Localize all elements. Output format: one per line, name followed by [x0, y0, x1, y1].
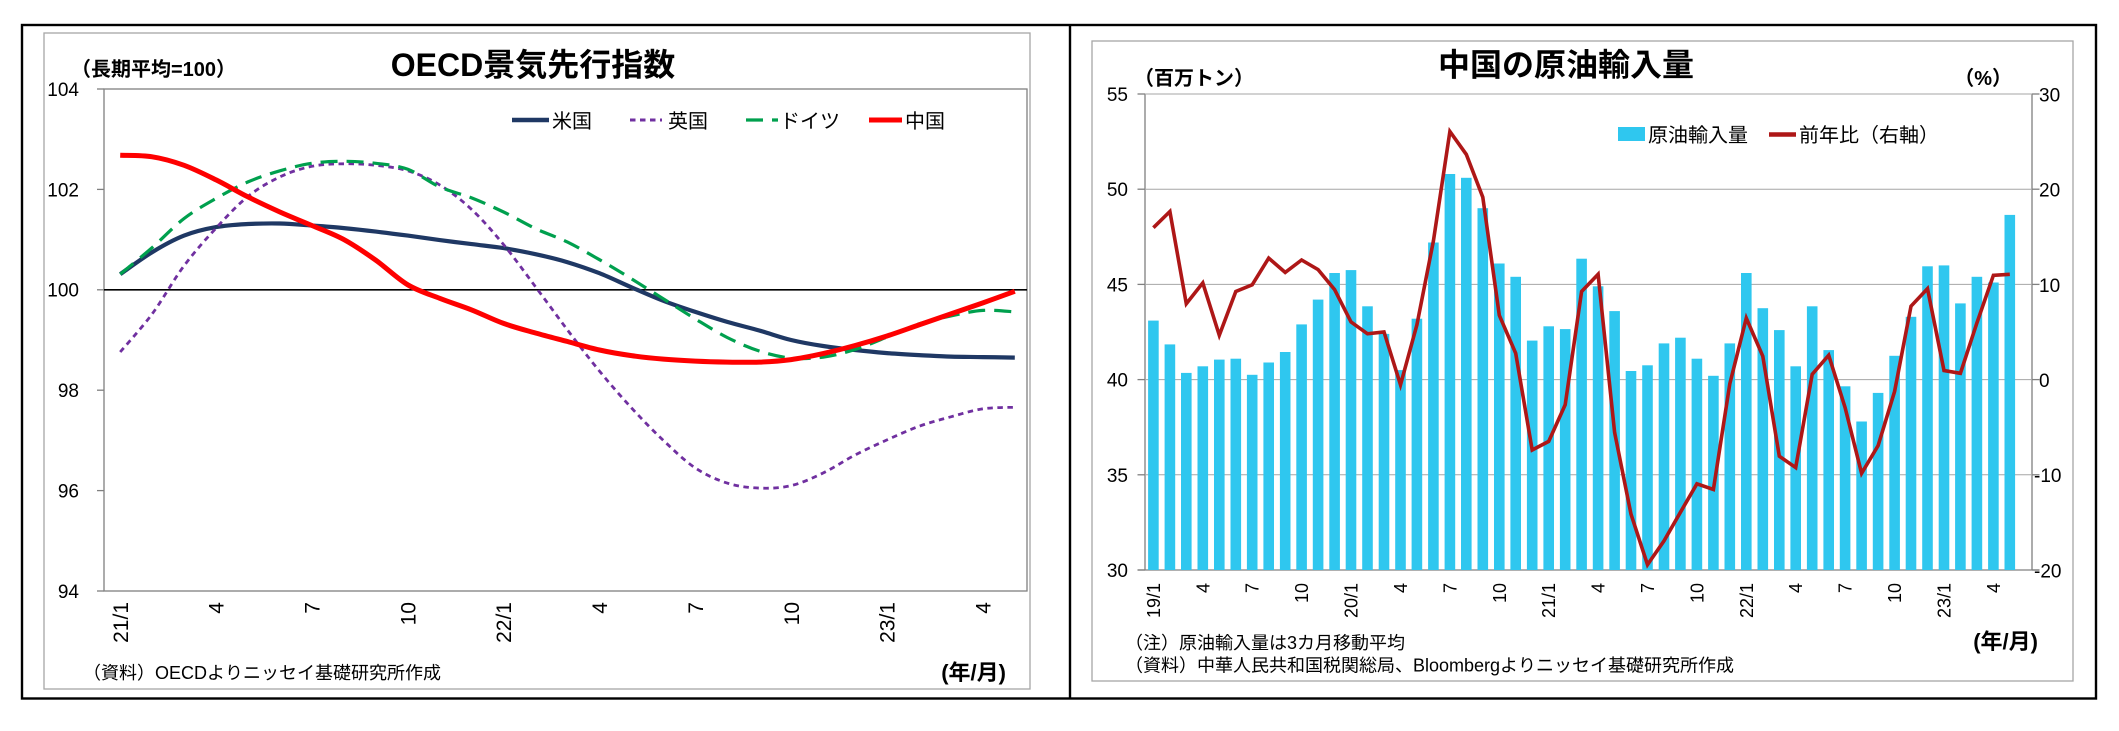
svg-text:30: 30 — [2039, 85, 2060, 106]
svg-text:7: 7 — [302, 602, 325, 614]
svg-text:30: 30 — [1107, 561, 1128, 582]
svg-text:20/1: 20/1 — [1342, 583, 1362, 618]
svg-text:55: 55 — [1107, 85, 1128, 106]
svg-text:（資料）OECDよりニッセイ基礎研究所作成: （資料）OECDよりニッセイ基礎研究所作成 — [83, 663, 441, 683]
svg-text:（注）原油輸入量は3カ月移動平均: （注）原油輸入量は3カ月移動平均 — [1125, 633, 1405, 653]
svg-text:（百万トン）: （百万トン） — [1134, 67, 1254, 90]
svg-text:4: 4 — [1391, 583, 1411, 593]
svg-text:4: 4 — [973, 602, 996, 614]
svg-text:英国: 英国 — [668, 111, 708, 133]
svg-text:前年比（右軸）: 前年比（右軸） — [1799, 124, 1939, 147]
svg-text:-10: -10 — [2034, 466, 2061, 487]
svg-text:（%）: （%） — [1954, 67, 2012, 90]
svg-text:21/1: 21/1 — [1539, 583, 1559, 618]
svg-text:7: 7 — [1243, 583, 1263, 593]
svg-text:10: 10 — [1687, 583, 1707, 603]
svg-text:96: 96 — [58, 482, 79, 503]
svg-text:OECD景気先行指数: OECD景気先行指数 — [391, 47, 675, 83]
svg-text:22/1: 22/1 — [493, 602, 516, 643]
svg-text:50: 50 — [1107, 180, 1128, 201]
svg-text:4: 4 — [1193, 583, 1213, 593]
svg-text:7: 7 — [685, 602, 708, 614]
svg-text:ドイツ: ドイツ — [780, 111, 840, 133]
svg-text:35: 35 — [1107, 466, 1128, 487]
svg-text:10: 10 — [1490, 583, 1510, 603]
svg-text:45: 45 — [1107, 275, 1128, 296]
svg-text:22/1: 22/1 — [1737, 583, 1757, 618]
svg-text:20: 20 — [2039, 181, 2060, 202]
svg-text:10: 10 — [397, 602, 420, 625]
svg-text:102: 102 — [47, 180, 79, 201]
svg-text:4: 4 — [206, 602, 229, 614]
svg-text:10: 10 — [2039, 276, 2060, 297]
svg-text:40: 40 — [1107, 371, 1128, 392]
svg-text:(年/月): (年/月) — [1973, 629, 2038, 654]
svg-text:104: 104 — [47, 80, 79, 101]
svg-text:10: 10 — [1292, 583, 1312, 603]
svg-text:米国: 米国 — [552, 111, 592, 133]
svg-text:7: 7 — [1638, 583, 1658, 593]
svg-text:23/1: 23/1 — [1935, 583, 1955, 618]
svg-text:原油輸入量: 原油輸入量 — [1648, 125, 1748, 147]
svg-text:10: 10 — [781, 602, 804, 625]
svg-text:94: 94 — [58, 582, 80, 603]
svg-text:（資料）中華人民共和国税関総局、Bloombergよりニッセ: （資料）中華人民共和国税関総局、Bloombergよりニッセイ基礎研究所作成 — [1125, 656, 1734, 676]
svg-text:0: 0 — [2039, 371, 2050, 392]
svg-text:19/1: 19/1 — [1144, 583, 1164, 618]
svg-text:7: 7 — [1440, 583, 1460, 593]
svg-text:100: 100 — [47, 281, 79, 302]
svg-text:(年/月): (年/月) — [941, 660, 1006, 685]
svg-text:98: 98 — [58, 381, 79, 402]
svg-text:4: 4 — [1786, 583, 1806, 593]
svg-text:中国の原油輸入量: 中国の原油輸入量 — [1438, 47, 1694, 83]
svg-text:（長期平均=100）: （長期平均=100） — [71, 58, 236, 81]
svg-text:-20: -20 — [2034, 561, 2061, 582]
svg-text:10: 10 — [1885, 583, 1905, 603]
svg-text:4: 4 — [1589, 583, 1609, 593]
svg-text:21/1: 21/1 — [110, 602, 133, 643]
svg-text:中国: 中国 — [905, 111, 945, 133]
svg-text:7: 7 — [1836, 583, 1856, 593]
svg-text:23/1: 23/1 — [877, 602, 900, 643]
svg-text:4: 4 — [1984, 583, 2004, 593]
svg-text:4: 4 — [589, 602, 612, 614]
